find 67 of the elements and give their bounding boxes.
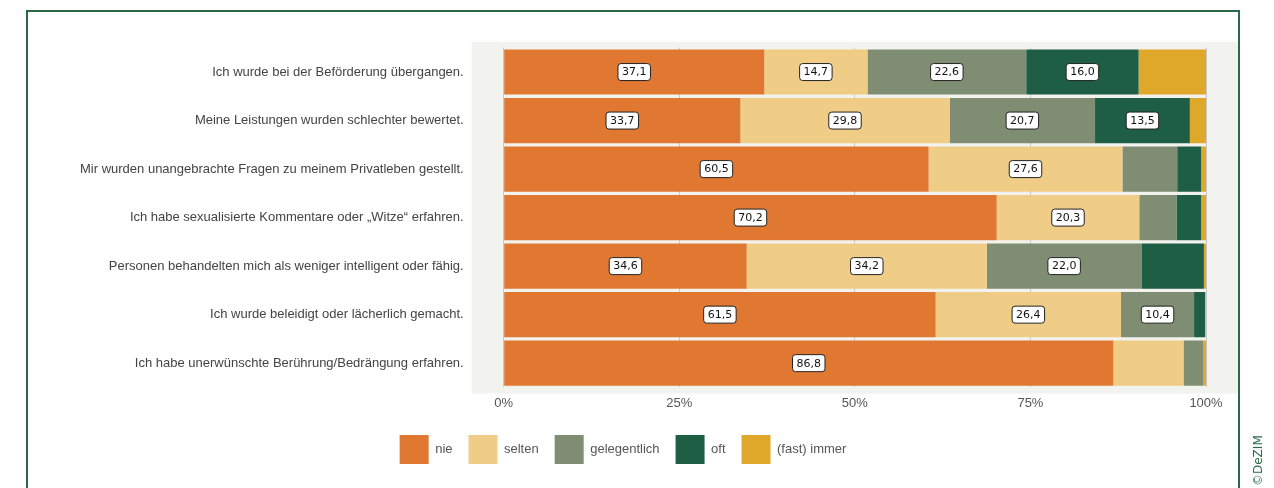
bar <box>986 243 1142 289</box>
bar <box>1194 292 1206 338</box>
bar <box>504 146 929 192</box>
data-label: 60,5 <box>704 162 729 176</box>
data-label: 20,7 <box>1010 113 1035 127</box>
data-label: 70,2 <box>738 210 763 224</box>
bar <box>1113 340 1184 386</box>
bar <box>1139 195 1177 241</box>
bar <box>1189 98 1206 144</box>
x-tick-label: 50% <box>841 394 869 410</box>
x-tick-label: 25% <box>666 394 693 410</box>
legend-label: selten <box>503 441 539 457</box>
bar <box>1177 146 1202 192</box>
data-label: 22,0 <box>1051 259 1077 273</box>
data-label: 61,5 <box>707 307 733 321</box>
y-tick-label: Ich habe sexualisierte Kommentare oder „Witze“ erfahren. <box>129 209 464 225</box>
bar <box>746 243 987 289</box>
bar <box>1203 243 1206 289</box>
bar <box>1138 49 1206 95</box>
x-tick-label: 75% <box>1017 394 1044 410</box>
y-tick-label: Ich wurde beleidigt oder lächerlich gemacht. <box>210 306 464 322</box>
bar <box>949 98 1096 144</box>
y-tick-label: Ich wurde bei der Beförderung übergangen. <box>212 63 464 79</box>
x-tick-label: 100% <box>1189 394 1224 410</box>
y-tick-label: Meine Leistungen wurden schlechter bewertet. <box>194 112 464 128</box>
data-label: 86,8 <box>796 356 821 370</box>
bar <box>1203 340 1206 386</box>
data-label: 14,7 <box>803 65 829 79</box>
data-label: 22,6 <box>934 65 960 79</box>
legend-label: oft <box>711 441 726 457</box>
bar <box>504 340 1114 386</box>
data-label: 33,7 <box>610 113 635 127</box>
bar <box>1026 49 1139 95</box>
legend-label: nie <box>435 441 453 457</box>
data-label: 37,1 <box>621 65 647 79</box>
bar <box>504 195 997 241</box>
data-label: 20,3 <box>1055 210 1081 224</box>
data-label: 27,6 <box>1013 162 1038 176</box>
bar <box>1201 146 1206 192</box>
bar <box>740 98 950 144</box>
data-label: 10,4 <box>1145 307 1170 321</box>
bar <box>504 98 741 144</box>
bar <box>1176 195 1202 241</box>
data-label: 26,4 <box>1016 307 1041 321</box>
bar <box>1201 195 1206 241</box>
y-tick-label: Mir wurden unangebrachte Fragen zu meinem Privatleben gestellt. <box>80 160 464 176</box>
bar <box>867 49 1027 95</box>
data-label: 34,6 <box>613 259 638 273</box>
legend-label: (fast) immer <box>777 441 848 457</box>
bar <box>928 146 1123 192</box>
bar <box>504 243 747 289</box>
data-label: 34,2 <box>854 259 880 273</box>
y-tick-label: Personen behandelten mich als weniger intelligent oder fähig. <box>108 257 464 273</box>
text: ©DeZIM <box>1251 435 1265 486</box>
y-tick-label: Ich habe unerwünschte Berührung/Bedrängung erfahren. <box>134 354 464 370</box>
bar <box>504 292 936 338</box>
data-label: 29,8 <box>832 113 858 127</box>
bar <box>1141 243 1204 289</box>
bar <box>1122 146 1178 192</box>
bar <box>935 292 1122 338</box>
data-label: 16,0 <box>1070 65 1095 79</box>
data-label: 13,5 <box>1130 113 1155 127</box>
bar <box>1183 340 1204 386</box>
legend-label: gelegentlich <box>590 441 660 457</box>
bar <box>504 49 765 95</box>
bar <box>996 195 1140 241</box>
x-tick-label: 0% <box>494 394 514 410</box>
